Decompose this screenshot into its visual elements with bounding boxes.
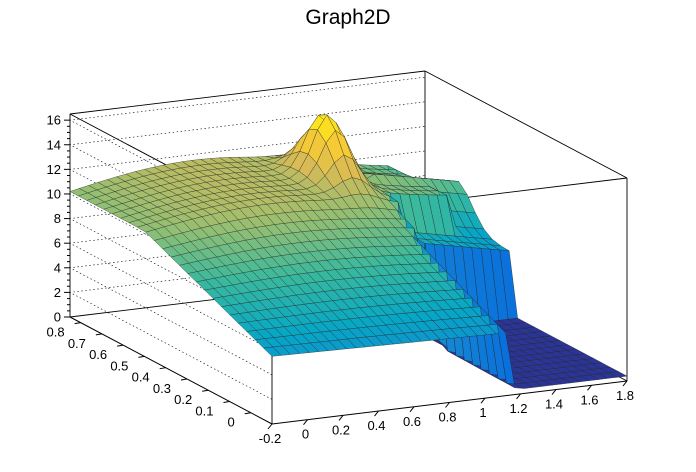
- z-tick-label: 8: [54, 211, 61, 226]
- y-tick-mark: [95, 333, 102, 336]
- x-tick-mark: [587, 384, 592, 391]
- y-tick-mark: [202, 389, 209, 392]
- z-tick-label: 16: [47, 113, 61, 128]
- front-axis-1: [69, 316, 273, 425]
- y-tick-mark: [74, 322, 81, 325]
- x-tick-label: 0: [302, 427, 309, 442]
- x-tick-label: 0.6: [403, 414, 421, 429]
- x-tick-label: 1.8: [616, 388, 634, 403]
- y-tick-mark: [244, 412, 251, 415]
- x-tick-label: 1.2: [509, 401, 527, 416]
- x-tick-mark: [551, 389, 557, 395]
- y-tick-label: 0.3: [153, 381, 171, 396]
- x-tick-mark: [445, 402, 450, 408]
- y-tick-label: 0.1: [195, 403, 213, 418]
- y-tick-label: 0.2: [174, 392, 192, 407]
- y-tick-label: 0.5: [110, 358, 128, 373]
- z-tick-label: 0: [54, 310, 61, 325]
- y-tick-label: 0.7: [68, 336, 86, 351]
- z-tick-label: 2: [54, 285, 61, 300]
- z-tick-label: 4: [54, 260, 61, 275]
- x-tick-mark: [622, 380, 628, 387]
- y-tick-mark: [180, 378, 188, 381]
- x-tick-mark: [409, 406, 415, 413]
- surface-layer: [69, 114, 628, 389]
- chart-title: Graph2D: [305, 6, 390, 29]
- x-tick-mark: [303, 419, 308, 426]
- z-tick-label: 10: [47, 186, 61, 201]
- y-tick-label: 0.6: [89, 347, 107, 362]
- x-tick-mark: [267, 423, 273, 430]
- x-tick-label: -0.2: [259, 431, 281, 446]
- y-tick-mark: [138, 355, 145, 358]
- y-tick-label: 0: [228, 415, 235, 430]
- z-tick-label: 12: [47, 162, 61, 177]
- x-tick-label: 1.4: [545, 397, 563, 412]
- axis-layer: 0 2 4 6 8 10 12 14 16 -0.2 0 0.2 0.4 0.6 0.8 1 1.2 1.4 1.6…: [47, 113, 635, 446]
- surface-cell: [609, 371, 628, 378]
- y-tick-mark: [159, 367, 166, 370]
- x-tick-label: 1.6: [580, 392, 598, 407]
- x-tick-mark: [516, 393, 521, 400]
- x-tick-label: 0.2: [332, 422, 350, 437]
- x-tick-label: 0.4: [367, 418, 385, 433]
- x-tick-mark: [480, 397, 486, 404]
- x-tick-label: 1: [479, 405, 486, 420]
- z-tick-label: 6: [54, 236, 61, 251]
- x-tick-mark: [374, 410, 379, 417]
- x-tick-mark: [338, 415, 344, 421]
- x-tick-label: 0.8: [438, 410, 456, 425]
- y-tick-mark: [117, 344, 124, 347]
- z-tick-label: 14: [47, 137, 61, 152]
- box-edge-1: [69, 70, 426, 115]
- y-tick-mark: [223, 400, 230, 403]
- box-edge-2: [424, 70, 628, 179]
- y-tick-label: 0.8: [47, 325, 65, 340]
- y-tick-label: 0.4: [132, 370, 150, 385]
